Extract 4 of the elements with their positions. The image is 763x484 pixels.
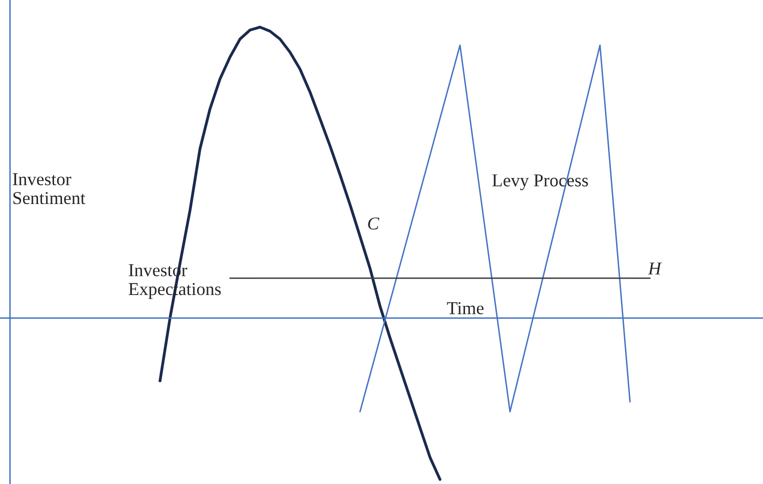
x-axis-title: Time: [447, 302, 484, 314]
y-axis-title: Investor Sentiment: [12, 173, 86, 204]
annotation: C: [368, 217, 380, 230]
annotation: H: [648, 262, 662, 274]
